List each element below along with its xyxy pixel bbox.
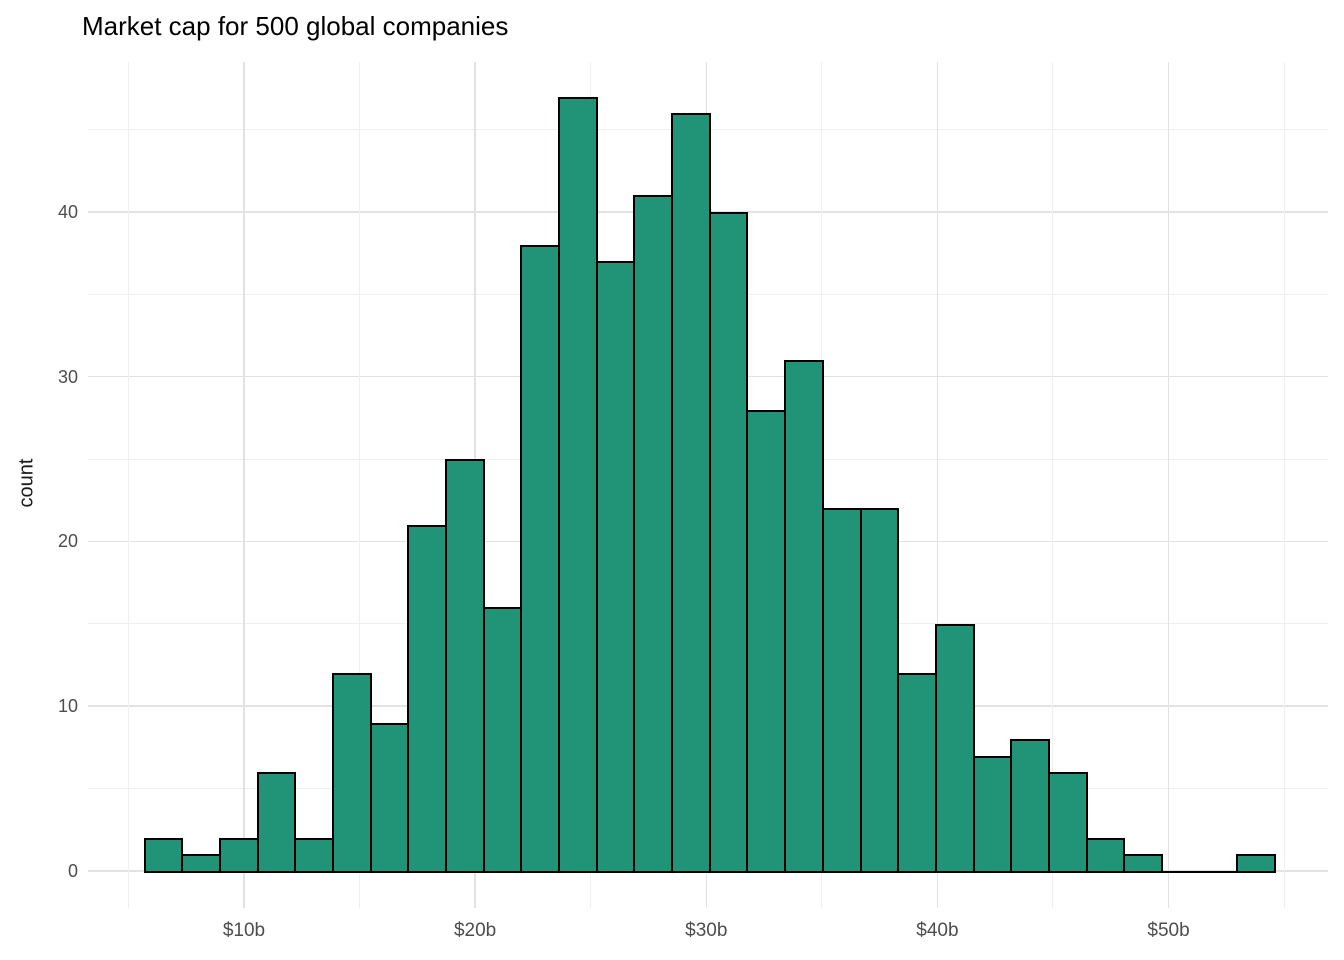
histogram-bar — [1123, 854, 1163, 873]
histogram-bar-zero — [1161, 871, 1201, 873]
histogram-bar — [219, 838, 259, 873]
histogram-bar — [445, 459, 485, 873]
plot-panel — [88, 62, 1328, 908]
x-tick-label: $30b — [685, 920, 728, 941]
x-minor-gridline — [359, 62, 361, 908]
histogram-bar — [144, 838, 183, 873]
histogram-bar — [1048, 772, 1088, 873]
histogram-bar — [370, 723, 409, 873]
y-axis-title: count — [15, 458, 38, 508]
x-major-gridline — [243, 62, 245, 908]
y-tick-label: 20 — [57, 531, 78, 552]
histogram-bar-zero — [1199, 871, 1238, 873]
histogram-bar — [407, 525, 447, 873]
histogram-bar — [181, 854, 221, 873]
histogram-bar — [633, 195, 673, 873]
histogram-bar — [257, 772, 296, 873]
histogram-bar — [520, 245, 560, 873]
histogram-bar — [1010, 739, 1050, 873]
x-tick-label: $40b — [916, 920, 959, 941]
x-minor-gridline — [1052, 62, 1054, 908]
x-tick-label: $20b — [453, 920, 497, 941]
histogram-bar — [1236, 854, 1276, 873]
y-tick-label: 40 — [57, 201, 78, 222]
histogram-bar — [897, 673, 937, 873]
y-tick-label: 30 — [57, 366, 78, 387]
histogram-bar — [935, 624, 975, 873]
histogram-bar — [709, 212, 748, 873]
histogram-bar — [596, 261, 635, 873]
x-major-gridline — [936, 62, 939, 908]
histogram-bar — [671, 113, 711, 873]
y-tick-label: 10 — [57, 696, 78, 717]
chart-title: Market cap for 500 global companies — [82, 11, 509, 41]
histogram-bar — [746, 410, 786, 873]
y-tick-label: 0 — [67, 860, 78, 881]
x-tick-label: $50b — [1147, 920, 1190, 941]
histogram-bar — [483, 607, 522, 873]
histogram-bar — [558, 97, 598, 873]
histogram-bar — [860, 508, 899, 873]
histogram-bar — [784, 360, 824, 873]
x-minor-gridline — [127, 62, 129, 908]
histogram-bar — [332, 673, 372, 873]
histogram-bar — [294, 838, 334, 873]
histogram-bar — [973, 756, 1012, 873]
histogram-bar — [1086, 838, 1125, 873]
histogram-bar — [822, 508, 862, 873]
x-major-gridline — [1167, 62, 1170, 908]
x-tick-label: $10b — [222, 920, 266, 941]
x-minor-gridline — [1283, 62, 1285, 908]
